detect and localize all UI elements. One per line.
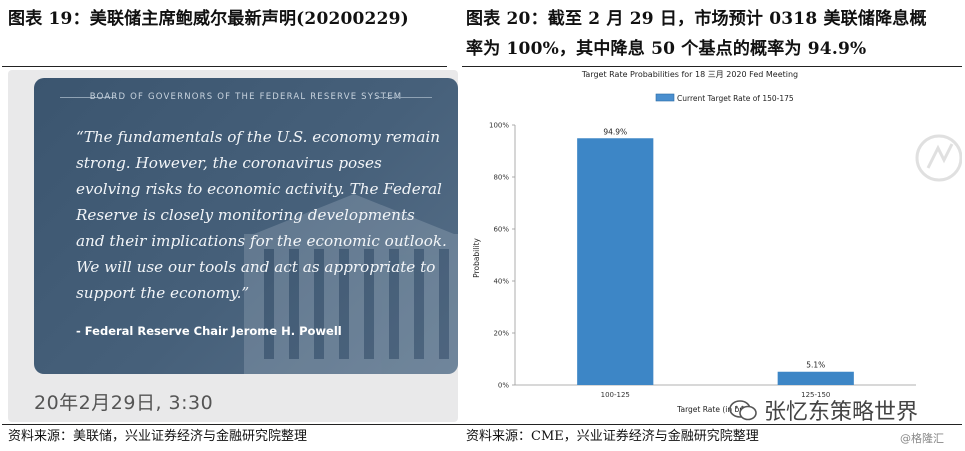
- wechat-watermark: 张忆东策略世界: [728, 394, 918, 426]
- y-tick-label: 0%: [498, 382, 509, 390]
- x-tick-label: 125-150: [801, 391, 830, 399]
- left-figure-title: 图表 19：美联储主席鲍威尔最新声明(20200229): [8, 9, 409, 29]
- powell-quote: “The fundamentals of the U.S. economy re…: [76, 128, 447, 302]
- board-header: BOARD OF GOVERNORS OF THE FEDERAL RESERV…: [89, 92, 403, 102]
- bar-value-label: 5.1%: [806, 361, 825, 370]
- fed-building-graphic: [244, 194, 458, 374]
- bottom-divider: [2, 424, 962, 425]
- chart-svg: Target Rate Probabilities for 18 三月 2020…: [472, 70, 962, 414]
- probability-chart: Target Rate Probabilities for 18 三月 2020…: [462, 68, 962, 422]
- y-tick-group: 0% 20% 40% 60% 80% 100%: [489, 122, 515, 390]
- top-divider-right: [462, 66, 962, 67]
- header-rule-left: [60, 97, 116, 98]
- bar-group: 94.9% 100-125 5.1% 125-150: [577, 127, 854, 399]
- legend-entry: Current Target Rate of 150-175: [677, 94, 794, 103]
- wechat-icon: [729, 400, 757, 421]
- fed-statement-card: BOARD OF GOVERNORS OF THE FEDERAL RESERV…: [34, 78, 458, 374]
- quote-attribution: - Federal Reserve Chair Jerome H. Powell: [76, 324, 342, 338]
- legend-swatch: [655, 93, 675, 102]
- y-tick-label: 100%: [489, 122, 509, 130]
- right-source-note: 资料来源：CME，兴业证券经济与金融研究院整理: [466, 429, 759, 444]
- bar-100-125: [577, 138, 654, 385]
- y-tick-label: 20%: [493, 330, 509, 338]
- right-title-line-2: 率为 100%，其中降息 50 个基点的概率为 94.9%: [466, 39, 867, 59]
- bar-125-150: [777, 371, 854, 385]
- y-tick-label: 40%: [493, 278, 509, 286]
- post-timestamp: 20年2月29日, 3:30: [34, 392, 214, 414]
- x-tick-label: 100-125: [601, 391, 630, 399]
- y-axis-label: Probability: [472, 238, 481, 278]
- right-title-line-1: 图表 20：截至 2 月 29 日，市场预计 0318 美联储降息概: [466, 9, 927, 29]
- bar-value-label: 94.9%: [603, 127, 627, 136]
- fed-statement-image: BOARD OF GOVERNORS OF THE FEDERAL RESERV…: [8, 70, 458, 422]
- chart-logo-watermark: [915, 134, 962, 182]
- wechat-account-name: 张忆东策略世界: [764, 400, 919, 425]
- y-tick-label: 60%: [493, 226, 509, 234]
- chart-title: Target Rate Probabilities for 18 三月 2020…: [581, 70, 798, 79]
- top-divider-left: [2, 66, 447, 67]
- x-axis-label: Target Rate (in bps): [676, 405, 751, 414]
- header-rule-right: [376, 97, 432, 98]
- left-source-note: 资料来源：美联储，兴业证券经济与金融研究院整理: [8, 429, 308, 444]
- gelonghui-watermark: @格隆汇: [900, 432, 944, 445]
- right-figure-title: 图表 20：截至 2 月 29 日，市场预计 0318 美联储降息概 率为 10…: [466, 4, 961, 64]
- y-tick-label: 80%: [493, 174, 509, 182]
